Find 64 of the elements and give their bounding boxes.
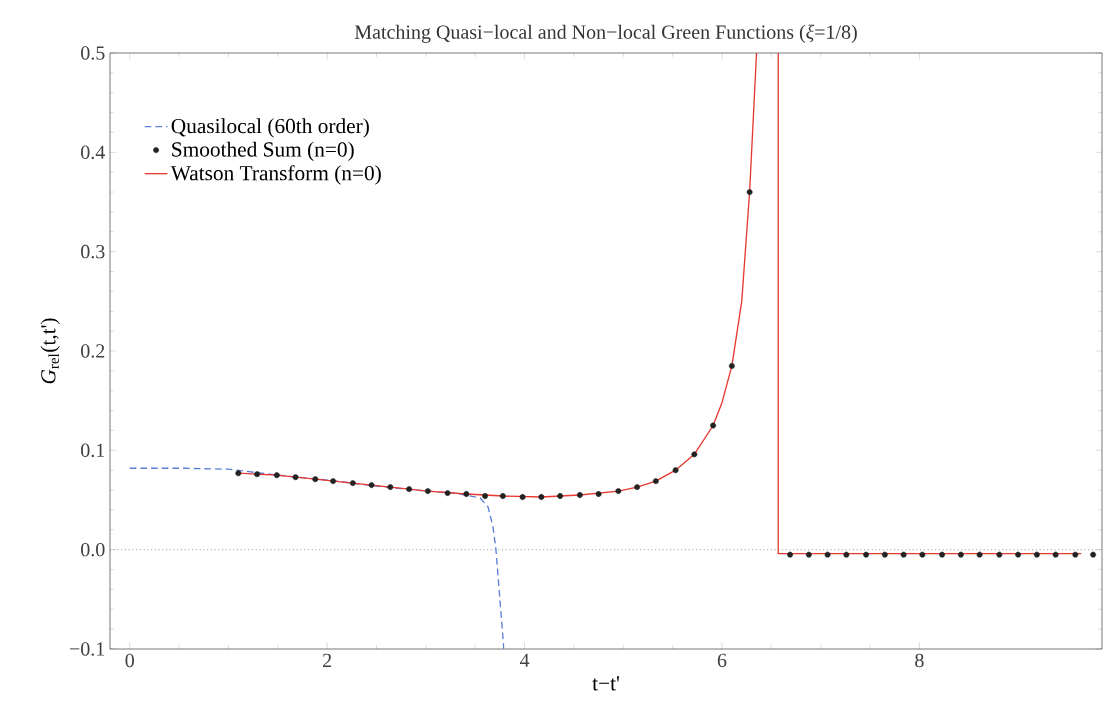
point: [482, 493, 489, 499]
point: [919, 551, 926, 558]
point: [1090, 551, 1097, 558]
chart-title: Matching Quasi−local and Non−local Green Functions (ξ=1/8): [354, 24, 857, 43]
point: [863, 551, 870, 558]
x-tick-label: 0: [125, 653, 134, 668]
point: [312, 476, 319, 483]
point: [463, 491, 470, 497]
point: [368, 482, 375, 489]
y-axis-title: G$_{rel}$(t,t'): [40, 318, 60, 384]
point: [444, 490, 451, 496]
point: [805, 551, 812, 558]
point: [576, 492, 583, 498]
point: [235, 470, 242, 477]
point: [746, 189, 753, 195]
point: [843, 551, 850, 558]
x-tick-label: 6: [717, 653, 727, 668]
y-tick-label: −0.1: [70, 642, 105, 656]
point: [330, 478, 337, 485]
point: [538, 494, 545, 500]
point: [349, 480, 356, 487]
point: [672, 467, 679, 474]
x-tick-label: 2: [323, 653, 332, 667]
point: [652, 478, 659, 485]
point: [881, 551, 888, 558]
y-tick-label: 0.2: [81, 344, 105, 358]
point: [1015, 551, 1022, 558]
point: [1052, 551, 1059, 558]
y-tick-label: 0.3: [81, 244, 105, 259]
point: [710, 422, 717, 429]
point: [254, 471, 261, 478]
point: [824, 551, 831, 558]
point: [1072, 551, 1079, 558]
point: [1033, 551, 1040, 558]
x-tick-label: 4: [519, 653, 530, 667]
line-series: [129, 467, 505, 649]
point: [957, 551, 964, 558]
y-tick-label: 0.4: [81, 145, 105, 160]
point: [273, 472, 280, 479]
point: [728, 362, 735, 369]
point: [787, 551, 794, 558]
point: [939, 551, 946, 558]
point: [976, 551, 983, 558]
legend-label: Quasilocal (60th order): [171, 118, 369, 138]
y-tick-label: 0.5: [81, 46, 105, 60]
point: [691, 451, 698, 458]
point: [615, 488, 622, 494]
x-tick-label: 8: [915, 653, 924, 668]
point: [387, 484, 394, 491]
point: [634, 484, 641, 491]
point: [557, 493, 564, 499]
x-axis-title: t−t': [592, 676, 619, 691]
point: [519, 494, 526, 500]
point: [900, 551, 907, 558]
point: [292, 474, 299, 481]
point: [595, 491, 602, 497]
legend-label: Watson Transform (n=0): [170, 165, 381, 185]
point: [996, 551, 1003, 558]
point: [424, 488, 431, 494]
point: [499, 493, 506, 499]
point: [406, 486, 413, 493]
y-tick-label: 0.1: [81, 443, 105, 458]
legend-label: Smoothed Sum (n=0): [172, 141, 354, 162]
y-tick-label: 0.0: [81, 542, 105, 557]
